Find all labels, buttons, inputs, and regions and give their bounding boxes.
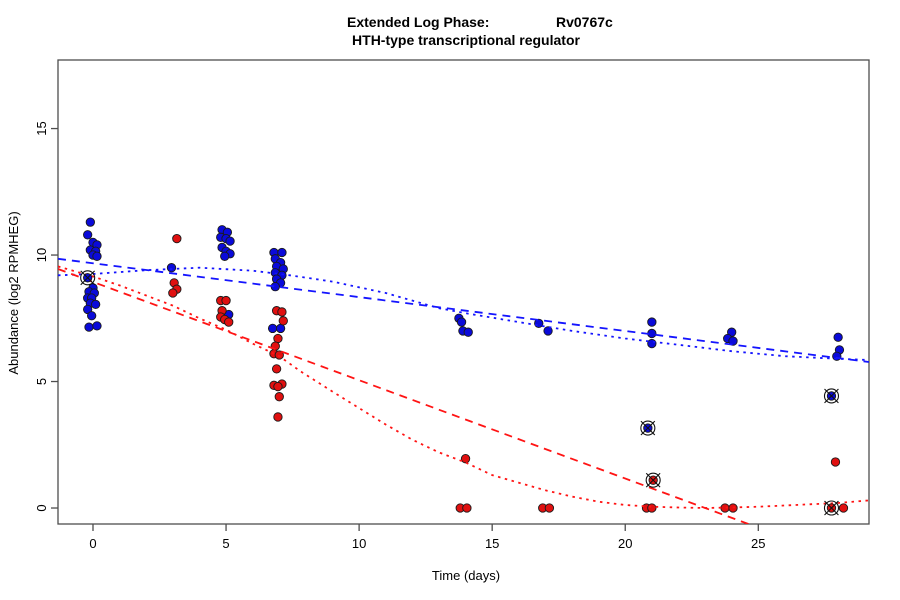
condition-red-point bbox=[462, 503, 472, 513]
condition-red-point bbox=[224, 317, 234, 327]
condition-blue-point bbox=[83, 230, 93, 240]
condition-red-point bbox=[544, 503, 555, 513]
y-tick-label: 10 bbox=[34, 248, 49, 262]
blue-linear-fit-line bbox=[58, 257, 869, 363]
condition-blue-point bbox=[220, 251, 230, 261]
chart-title-gene: Rv0767c bbox=[556, 14, 613, 30]
condition-red-point bbox=[838, 503, 849, 513]
condition-blue-point bbox=[92, 321, 102, 331]
condition-red-point bbox=[273, 333, 283, 344]
flagged-point-cross bbox=[824, 388, 839, 404]
condition-red-point bbox=[168, 288, 178, 298]
condition-red-point bbox=[278, 316, 288, 326]
y-tick-label: 0 bbox=[34, 504, 49, 511]
flagged-point-cross bbox=[640, 420, 656, 436]
flagged-point-ring bbox=[80, 270, 96, 286]
condition-blue-point bbox=[267, 323, 278, 334]
condition-blue-point bbox=[275, 323, 286, 334]
condition-blue-point bbox=[84, 322, 94, 332]
flagged-point-cross bbox=[80, 270, 96, 286]
flagged-point-ring bbox=[823, 500, 840, 516]
condition-red-point bbox=[221, 295, 231, 306]
x-tick-label: 20 bbox=[618, 536, 632, 551]
condition-red-point bbox=[172, 233, 182, 244]
condition-red-point bbox=[271, 364, 282, 374]
condition-blue-point bbox=[91, 299, 101, 310]
condition-red-point bbox=[274, 392, 284, 402]
plot-area: 0 5 10 15 20 25 0 5 10 15 bbox=[34, 59, 870, 551]
red-linear-fit-line bbox=[58, 268, 749, 524]
condition-blue-point bbox=[85, 217, 95, 227]
condition-red-point bbox=[274, 350, 284, 360]
condition-blue-point bbox=[277, 247, 287, 258]
y-axis-label: Abundance (log2 RPMHEG) bbox=[6, 211, 21, 374]
condition-red-point bbox=[460, 454, 471, 464]
flagged-point-ring bbox=[823, 388, 840, 404]
plot-box bbox=[57, 59, 870, 525]
x-tick-label: 0 bbox=[89, 536, 96, 551]
condition-blue-point bbox=[87, 311, 97, 321]
condition-blue-point bbox=[456, 317, 467, 327]
condition-blue-point bbox=[463, 327, 473, 337]
condition-red-point bbox=[277, 307, 287, 317]
y-tick-label: 5 bbox=[34, 378, 49, 385]
condition-blue-point bbox=[543, 326, 553, 336]
condition-red-point bbox=[273, 381, 283, 392]
condition-blue-point bbox=[225, 236, 235, 246]
flagged-point-cross bbox=[824, 500, 839, 516]
condition-red-point bbox=[273, 412, 283, 422]
y-tick-label: 15 bbox=[34, 121, 49, 135]
x-tick-label: 25 bbox=[751, 536, 765, 551]
flagged-point-ring bbox=[645, 472, 661, 488]
flagged-point-ring bbox=[640, 420, 656, 436]
condition-blue-point bbox=[92, 251, 102, 261]
chart-title-label: Extended Log Phase: bbox=[347, 14, 489, 30]
condition-blue-point bbox=[728, 336, 738, 346]
red-smooth-fit-line bbox=[58, 265, 869, 509]
condition-blue-point bbox=[647, 338, 657, 349]
condition-blue-point bbox=[647, 317, 657, 327]
x-tick-label: 5 bbox=[222, 536, 229, 551]
x-axis-label: Time (days) bbox=[432, 568, 500, 583]
condition-red-point bbox=[647, 503, 657, 513]
chart-subtitle: HTH-type transcriptional regulator bbox=[352, 32, 580, 48]
condition-blue-point bbox=[833, 332, 843, 342]
x-tick-label: 15 bbox=[485, 536, 499, 551]
condition-red-point bbox=[830, 457, 841, 467]
condition-blue-point bbox=[166, 263, 177, 273]
x-tick-label: 10 bbox=[352, 536, 366, 551]
flagged-point-cross bbox=[645, 472, 661, 488]
